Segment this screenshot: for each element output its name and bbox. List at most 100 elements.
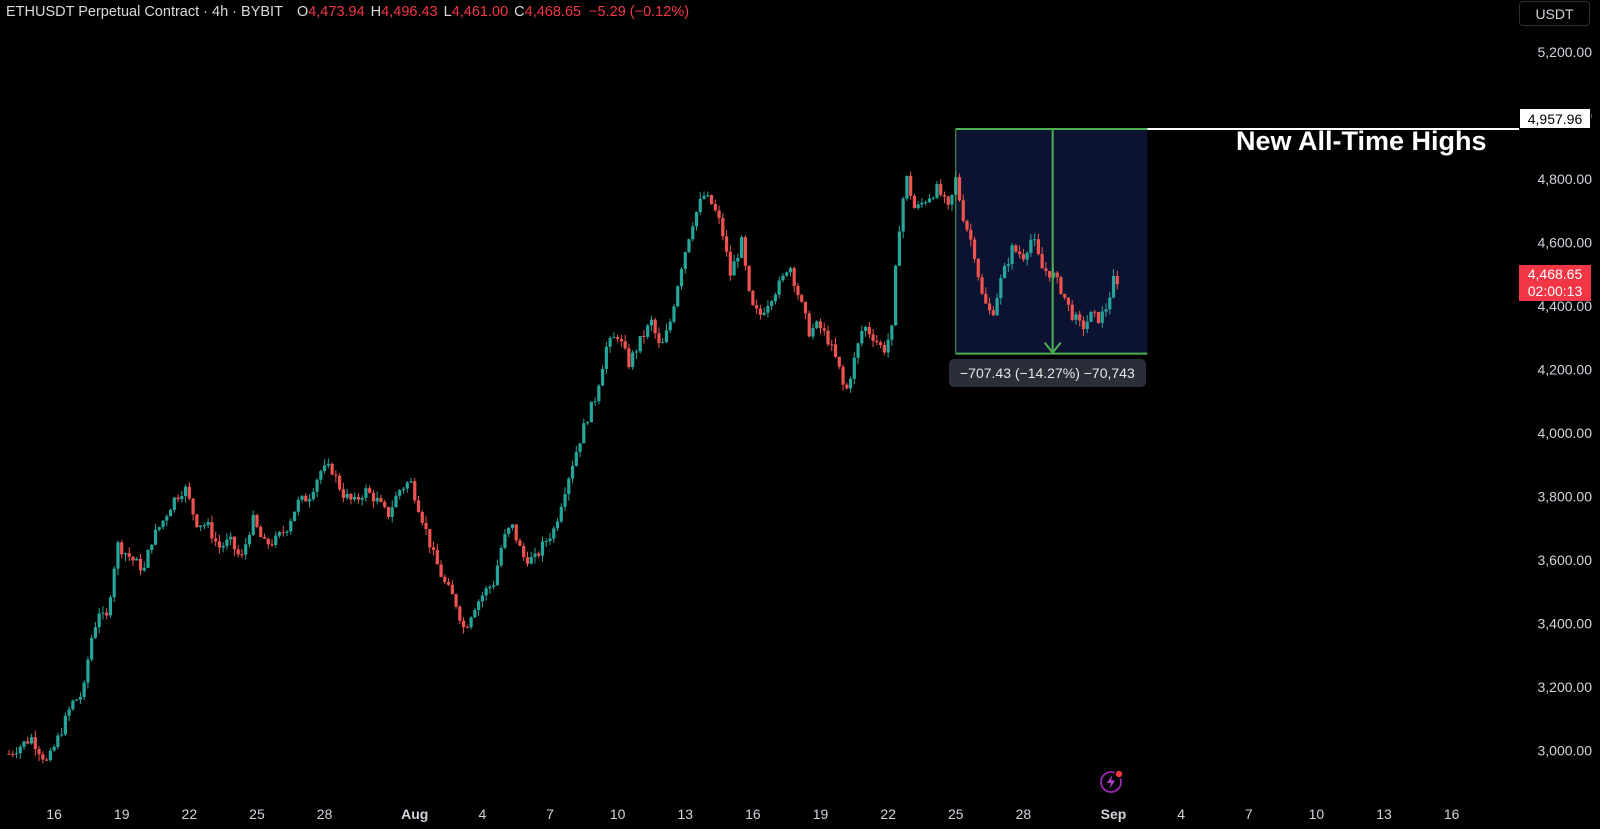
candle-body: [537, 553, 541, 556]
candle-body: [503, 533, 507, 548]
x-tick-label: 10: [610, 806, 626, 822]
candle-body: [195, 514, 199, 527]
candle-body: [642, 335, 646, 337]
candle-body: [747, 265, 751, 291]
candle-body: [999, 278, 1003, 299]
candle-body: [1066, 297, 1071, 305]
candle-body: [762, 312, 766, 315]
candle-body: [202, 525, 206, 527]
candle-body: [221, 545, 225, 548]
candle-body: [1036, 239, 1040, 254]
lightning-bolt-icon[interactable]: [1099, 768, 1125, 794]
candle-body: [341, 489, 345, 498]
candle-body: [552, 528, 556, 539]
candle-body: [11, 753, 15, 755]
candle-body: [1040, 253, 1044, 269]
candle-body: [63, 715, 67, 735]
candle-body: [800, 295, 804, 302]
candle-body: [315, 479, 319, 492]
candle-body: [987, 303, 992, 311]
candle-body: [796, 285, 800, 296]
candle-body: [112, 568, 116, 598]
candle-body: [292, 511, 297, 522]
candle-body: [518, 540, 522, 546]
candle-body: [398, 490, 402, 496]
candle-body: [529, 556, 533, 564]
candle-body: [225, 539, 229, 546]
candle-body: [961, 200, 965, 221]
candle-body: [461, 620, 466, 628]
candle-body: [803, 301, 808, 314]
currency-button[interactable]: USDT: [1519, 1, 1590, 26]
x-tick-label: 19: [813, 806, 829, 822]
candle-body: [60, 734, 64, 736]
candle-body: [356, 496, 361, 500]
candle-body: [559, 506, 563, 522]
candle-body: [210, 522, 214, 539]
candle-body: [1029, 239, 1033, 253]
candle-body: [435, 550, 439, 565]
candle-body: [138, 558, 143, 571]
candle-body: [78, 696, 82, 700]
candle-body: [368, 488, 372, 493]
candle-body: [608, 338, 612, 347]
candle-body: [345, 493, 349, 498]
candle-body: [781, 275, 785, 281]
candle-body: [477, 601, 481, 611]
candle-body: [1006, 264, 1010, 266]
candle-body: [664, 330, 669, 343]
symbol-title[interactable]: ETHUSDT Perpetual Contract · 4h · BYBIT: [6, 4, 283, 20]
ath-annotation-text[interactable]: New All-Time Highs: [1236, 126, 1487, 156]
candle-body: [97, 613, 101, 628]
candle-body: [882, 344, 886, 353]
x-tick-label: 4: [1177, 806, 1185, 822]
candle-body: [589, 401, 593, 423]
candle-body: [450, 584, 454, 595]
candle-body: [330, 463, 334, 475]
candle-body: [413, 481, 417, 501]
candle-body: [879, 342, 883, 345]
measure-tooltip: −707.43 (−14.27%) −70,743: [949, 359, 1146, 387]
candle-body: [1033, 239, 1037, 241]
candle-body: [920, 202, 924, 205]
candle-body: [405, 482, 409, 489]
candle-body: [980, 277, 984, 294]
candle-body: [157, 527, 161, 530]
candle-body: [101, 612, 105, 614]
candle-body: [706, 195, 710, 197]
candle-body: [259, 526, 263, 538]
y-tick-label: 4,800.00: [1538, 171, 1593, 187]
candle-body: [585, 422, 590, 424]
candle-body: [1063, 293, 1067, 298]
high-label: H: [370, 4, 382, 20]
ath-price-tag: 4,957.96: [1519, 108, 1591, 129]
candle-body: [247, 534, 252, 545]
candle-body: [668, 321, 672, 331]
candle-body: [150, 544, 154, 550]
candle-body: [274, 535, 278, 545]
candle-body: [770, 301, 774, 306]
candle-body: [638, 335, 642, 352]
candle-body: [687, 239, 691, 253]
open-value: 4,473.94: [308, 4, 365, 20]
candle-body: [499, 547, 503, 566]
x-tick-label: 7: [546, 806, 554, 822]
candle-body: [533, 553, 537, 557]
candle-body: [1100, 311, 1104, 323]
candle-body: [431, 547, 436, 551]
candle-body: [240, 554, 244, 556]
candle-body: [153, 529, 158, 545]
candle-body: [957, 177, 962, 201]
candle-body: [679, 268, 684, 287]
candle-body: [627, 348, 631, 368]
candle-body: [631, 352, 635, 368]
candle-body: [852, 357, 856, 379]
candle-body: [777, 280, 781, 295]
candle-body: [123, 553, 128, 555]
candle-body: [371, 492, 376, 502]
candle-body: [262, 537, 267, 539]
candle-body: [740, 237, 744, 258]
high-value: 4,496.43: [381, 4, 438, 20]
candle-body: [183, 486, 188, 497]
